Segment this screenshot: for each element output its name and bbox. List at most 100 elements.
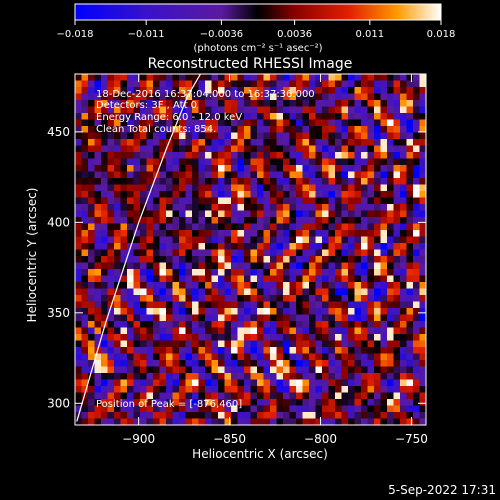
- heatmap-cell: [185, 379, 193, 387]
- heatmap-cell: [159, 347, 167, 354]
- heatmap-cell: [413, 288, 420, 296]
- heatmap-cell: [257, 87, 264, 94]
- heatmap-cell: [159, 360, 167, 367]
- heatmap-cell: [276, 100, 284, 107]
- heatmap-cell: [75, 308, 82, 315]
- heatmap-cell: [322, 204, 329, 211]
- heatmap-cell: [348, 223, 355, 231]
- heatmap-cell: [400, 152, 407, 159]
- heatmap-cell: [198, 191, 206, 198]
- heatmap-cell: [413, 165, 420, 172]
- heatmap-cell: [88, 132, 95, 140]
- heatmap-cell: [205, 360, 212, 367]
- heatmap-cell: [172, 295, 180, 302]
- heatmap-cell: [341, 373, 349, 380]
- heatmap-cell: [166, 301, 173, 309]
- heatmap-cell: [75, 165, 82, 172]
- heatmap-cell: [166, 373, 173, 380]
- heatmap-cell: [101, 282, 108, 289]
- heatmap-cell: [250, 145, 258, 153]
- heatmap-cell: [146, 340, 154, 348]
- heatmap-cell: [393, 295, 401, 302]
- heatmap-cell: [380, 236, 388, 244]
- heatmap-cell: [413, 230, 420, 237]
- heatmap-cell: [328, 314, 336, 322]
- heatmap-cell: [224, 87, 232, 94]
- heatmap-cell: [393, 262, 401, 270]
- heatmap-cell: [393, 353, 401, 361]
- heatmap-cell: [250, 386, 258, 393]
- heatmap-cell: [374, 178, 381, 185]
- heatmap-cell: [322, 347, 329, 354]
- heatmap-cell: [367, 392, 375, 400]
- heatmap-cell: [120, 379, 128, 387]
- heatmap-cell: [400, 275, 407, 283]
- heatmap-cell: [380, 171, 388, 179]
- heatmap-cell: [257, 126, 264, 133]
- heatmap-cell: [302, 366, 310, 374]
- heatmap-cell: [172, 236, 180, 244]
- heatmap-cell: [283, 236, 290, 244]
- heatmap-cell: [133, 191, 141, 198]
- heatmap-cell: [166, 340, 173, 348]
- heatmap-cell: [387, 191, 394, 198]
- heatmap-cell: [400, 288, 407, 296]
- heatmap-cell: [120, 399, 128, 406]
- heatmap-cell: [192, 373, 199, 380]
- heatmap-cell: [88, 184, 95, 192]
- heatmap-cell: [302, 113, 310, 120]
- heatmap-cell: [289, 204, 297, 211]
- heatmap-cell: [75, 418, 82, 425]
- heatmap-cell: [185, 145, 193, 153]
- heatmap-cell: [244, 288, 251, 296]
- heatmap-cell: [218, 295, 225, 302]
- heatmap-cell: [120, 340, 128, 348]
- heatmap-cell: [406, 360, 414, 367]
- heatmap-cell: [257, 243, 264, 250]
- heatmap-cell: [94, 314, 102, 322]
- heatmap-cell: [263, 132, 271, 140]
- heatmap-cell: [335, 256, 342, 263]
- heatmap-cell: [101, 340, 108, 348]
- heatmap-cell: [250, 301, 258, 309]
- annotation-detectors: Detectors: 3F , Att 0: [96, 100, 197, 111]
- heatmap-cell: [205, 74, 212, 81]
- heatmap-cell: [237, 165, 245, 172]
- heatmap-cell: [140, 106, 147, 114]
- plot-frame: [74, 73, 427, 426]
- heatmap-cell: [335, 87, 342, 94]
- heatmap-cell: [322, 256, 329, 263]
- heatmap-cell: [322, 262, 329, 270]
- heatmap-cell: [257, 392, 264, 400]
- heatmap-cell: [192, 262, 199, 270]
- heatmap-cell: [263, 288, 271, 296]
- heatmap-cell: [413, 249, 420, 257]
- heatmap-cell: [374, 243, 381, 250]
- heatmap-cell: [387, 412, 394, 419]
- heatmap-cell: [348, 399, 355, 406]
- heatmap-cell: [380, 256, 388, 263]
- heatmap-cell: [88, 119, 95, 127]
- heatmap-cell: [101, 178, 108, 185]
- heatmap-cell: [270, 301, 277, 309]
- heatmap-cell: [257, 249, 264, 257]
- heatmap-cell: [276, 392, 284, 400]
- heatmap-cell: [127, 113, 134, 120]
- heatmap-cell: [244, 126, 251, 133]
- heatmap-cell: [127, 321, 134, 328]
- heatmap-cell: [211, 87, 219, 94]
- heatmap-cell: [75, 171, 82, 179]
- heatmap-cell: [309, 113, 316, 120]
- heatmap-cell: [81, 243, 89, 250]
- heatmap-cell: [114, 74, 121, 81]
- heatmap-cell: [179, 314, 186, 322]
- heatmap-cell: [335, 93, 342, 101]
- heatmap-cell: [140, 100, 147, 107]
- heatmap-cell: [172, 74, 180, 81]
- heatmap-cell: [205, 334, 212, 341]
- heatmap-cell: [270, 347, 277, 354]
- heatmap-cell: [224, 217, 232, 224]
- heatmap-cell: [309, 262, 316, 270]
- heatmap-cell: [419, 152, 426, 159]
- heatmap-cell: [387, 204, 394, 211]
